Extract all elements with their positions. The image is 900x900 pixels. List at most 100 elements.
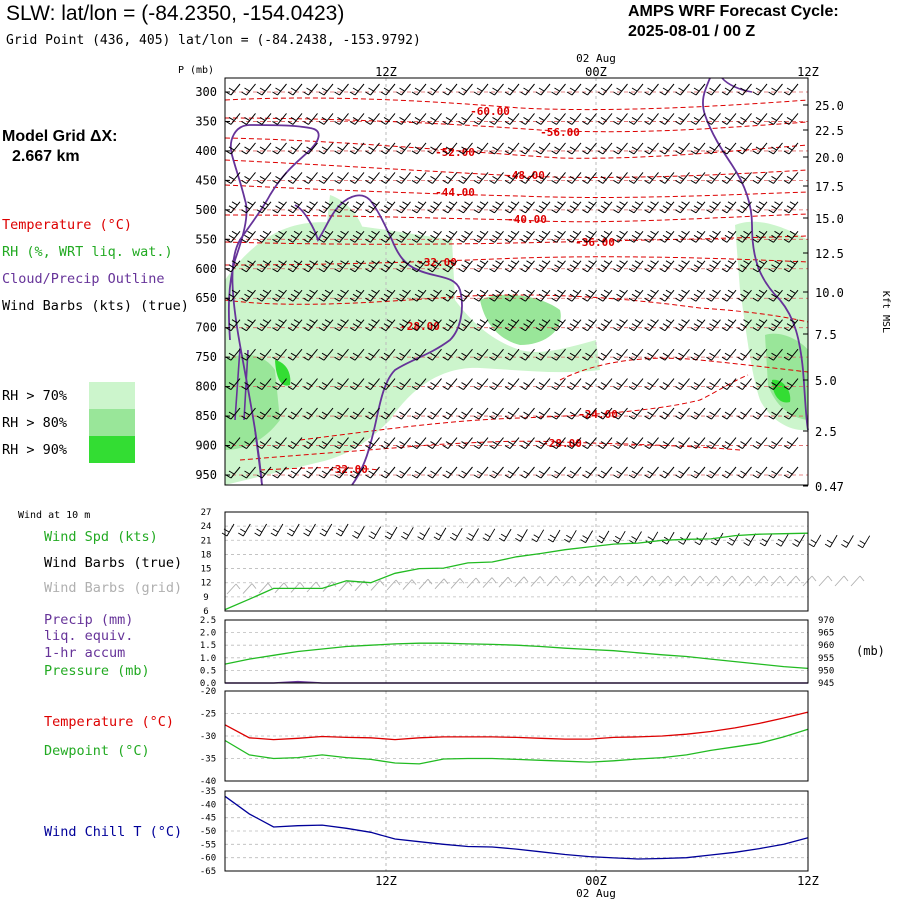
wind-barb: [582, 466, 597, 479]
wind-barb: [365, 83, 380, 96]
windchill-tick-label: -35: [200, 787, 216, 797]
wind-barb: [287, 466, 303, 479]
wind-barb-grid: [626, 575, 641, 587]
wind-barb: [597, 348, 613, 361]
wind-barb: [628, 142, 644, 155]
wind-barb: [551, 289, 566, 302]
wind-barb-true: [841, 535, 854, 548]
wind-barb: [737, 172, 752, 184]
wind-barb: [489, 348, 504, 361]
legend-wind-barbs-true: Wind Barbs (true): [44, 555, 183, 571]
wind-barb: [427, 437, 442, 449]
windchill-tick-label: -50: [200, 827, 216, 837]
wind-barb: [675, 407, 690, 420]
wind-barb: [225, 348, 241, 361]
wind-barb: [365, 172, 380, 184]
wind-barb-grid: [386, 579, 401, 591]
wind-barb: [690, 289, 706, 302]
wind-barb: [597, 260, 613, 273]
wind-barb: [706, 348, 721, 361]
wind-barb: [644, 437, 659, 449]
wind-barb: [566, 83, 582, 96]
wind-barb: [473, 348, 489, 361]
wind-barb-true: [596, 530, 610, 544]
wind-barb: [768, 142, 783, 155]
wind-barb: [783, 466, 799, 479]
wind-barb: [659, 319, 675, 332]
wind-barb: [349, 319, 365, 332]
wind-barb: [225, 407, 241, 420]
temperature-contour-label: -48.00: [505, 169, 545, 182]
wind-barb: [396, 260, 411, 273]
pressure-tick-label: 650: [195, 291, 217, 305]
wind-barb: [690, 172, 706, 184]
wind-barb: [303, 466, 318, 479]
wind-barb-true: [482, 528, 496, 542]
wind-barb: [551, 437, 566, 449]
wind-barb: [721, 172, 737, 184]
wind-barb: [256, 230, 272, 243]
wind-barb: [365, 407, 380, 420]
wind-barb: [675, 437, 690, 449]
wind-barb: [256, 83, 272, 96]
rh-shading: [225, 195, 808, 485]
wind-barb: [520, 437, 535, 449]
wind-barb: [256, 378, 272, 391]
wind-barb: [349, 142, 365, 155]
wind-barb: [458, 466, 473, 479]
wind-barb: [628, 437, 644, 449]
wind-barb: [690, 83, 706, 96]
wind-barb-grid: [738, 575, 753, 587]
pressure-right-tick-label: 955: [818, 654, 834, 664]
wind-barb-true: [286, 523, 300, 537]
wind-barb: [241, 260, 256, 273]
wind-barb: [442, 437, 458, 449]
wind-barb: [659, 113, 675, 125]
wind-barb: [473, 172, 489, 184]
wind-barb: [272, 407, 287, 420]
wind-barb-grid: [658, 575, 673, 587]
wind-tick-label: 21: [201, 536, 212, 546]
kft-tick-label: 5.0: [815, 374, 837, 388]
wind-barb: [241, 407, 256, 420]
wind-barb: [334, 142, 349, 155]
pressure-tick-label: 500: [195, 203, 217, 217]
wind-barb: [597, 172, 613, 184]
wind-barb: [659, 437, 675, 449]
wind-barb: [535, 142, 551, 155]
wind-barb: [690, 437, 706, 449]
wind-barb: [442, 172, 458, 184]
wind-barb: [303, 201, 318, 214]
wind-barb: [752, 83, 768, 96]
wind-barb: [551, 230, 566, 243]
wind-barb: [628, 113, 644, 125]
legend-precip-liq: liq. equiv.: [44, 628, 134, 644]
wind-barb: [613, 201, 628, 214]
wind-barb-true: [270, 523, 284, 537]
windchill-panel: [224, 790, 809, 872]
wind-barb: [721, 407, 737, 420]
wind-barb: [690, 142, 706, 155]
wind-barb: [287, 230, 303, 243]
wind-barb: [644, 407, 659, 420]
wind-barb: [318, 466, 334, 479]
wind-barb: [613, 83, 628, 96]
wind-barb: [659, 260, 675, 273]
wind-barb: [380, 378, 396, 391]
wind-barb: [303, 172, 318, 184]
wind-barb: [706, 378, 721, 391]
wind-barb: [768, 113, 783, 125]
wind-barb: [473, 201, 489, 214]
wind-barb: [752, 319, 768, 332]
wind-barb: [225, 201, 241, 214]
kft-tick-label: 7.5: [815, 328, 837, 342]
wind-barb: [659, 378, 675, 391]
wind-barb: [256, 407, 272, 420]
wind-barb-grid: [674, 575, 689, 587]
wind-barb: [675, 260, 690, 273]
wind-barb: [737, 83, 752, 96]
wind-barb: [334, 348, 349, 361]
temp-tick-label: -25: [200, 710, 216, 720]
wind-barb: [489, 172, 504, 184]
wind-barb: [613, 437, 628, 449]
